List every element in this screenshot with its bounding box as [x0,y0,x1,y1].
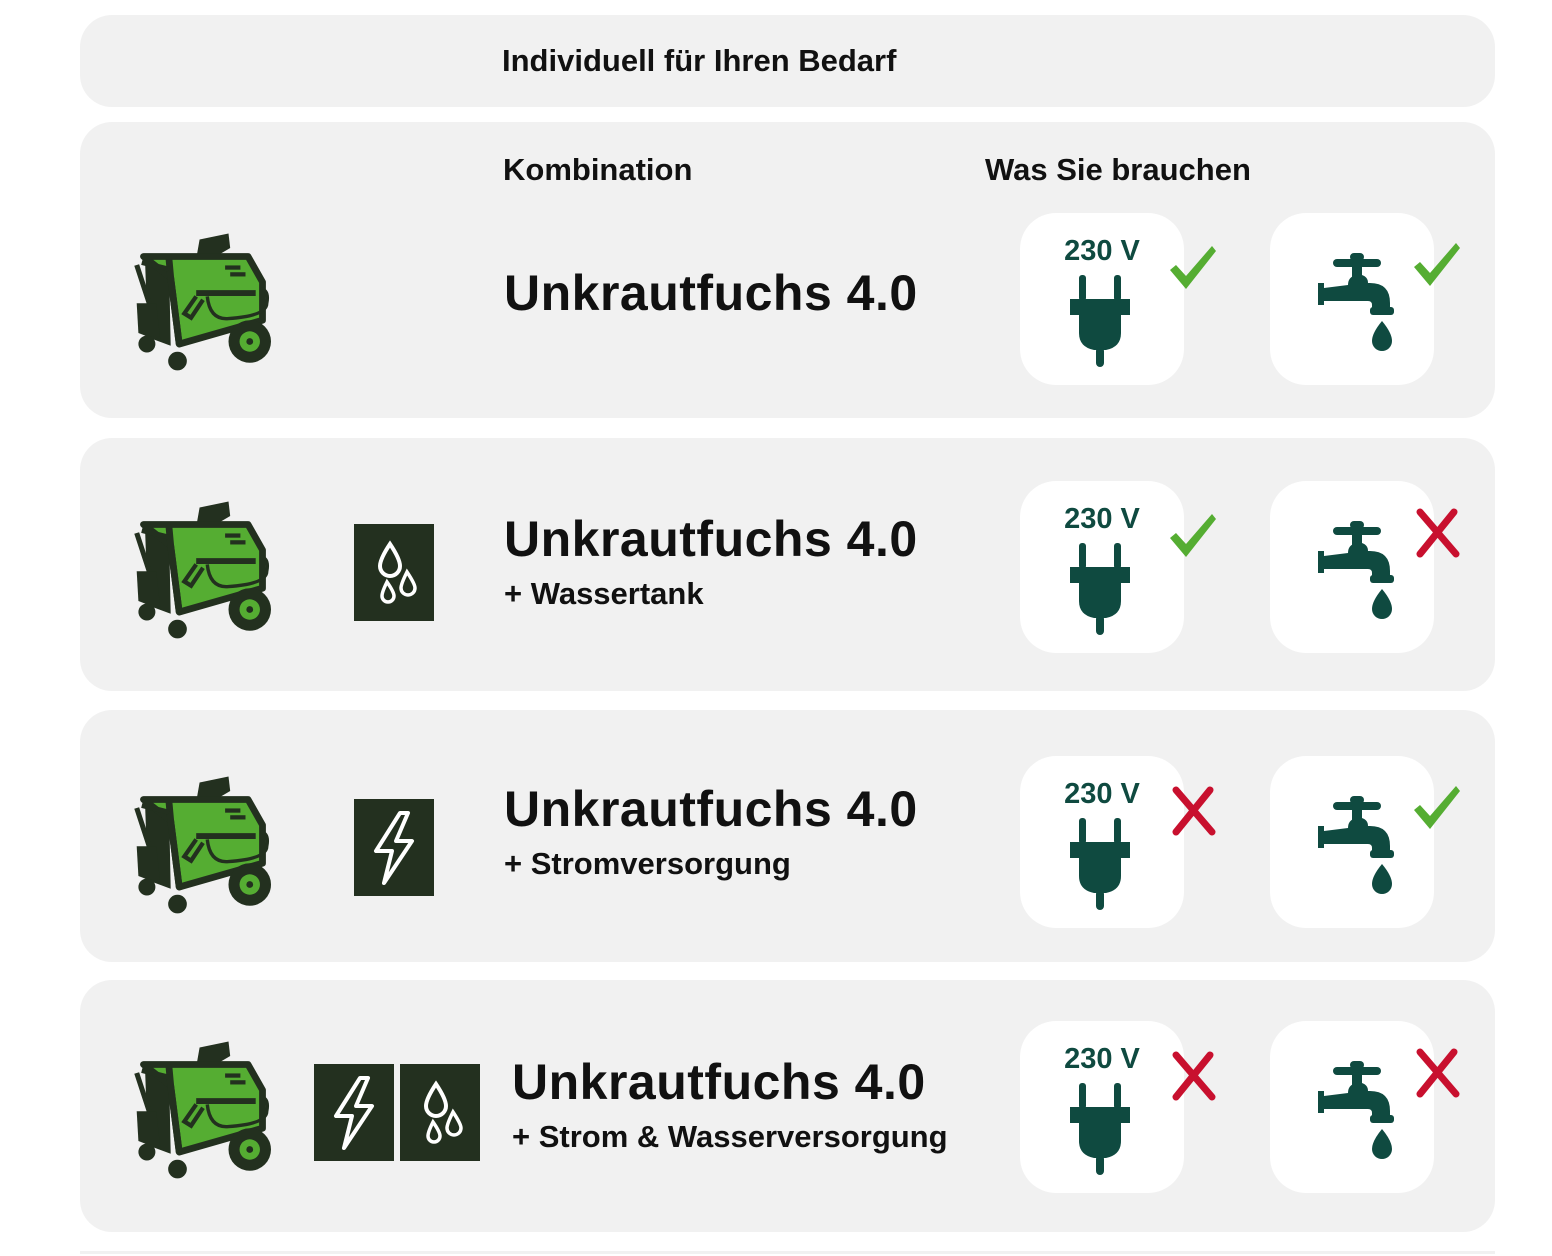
water-requirement-card [1270,756,1434,928]
cross-icon [1168,786,1218,836]
check-icon [1412,240,1462,290]
water-tap-icon [1318,1061,1398,1166]
voltage-label: 230 V [1064,235,1140,267]
water-tap-icon [1318,253,1398,358]
weed-burner-machine-icon [118,761,288,923]
header-title: Individuell für Ihren Bedarf [502,43,897,78]
cross-icon [1412,1048,1462,1098]
weed-burner-machine-icon [118,218,288,380]
divider [80,1251,1495,1254]
cross-icon [1412,508,1462,558]
water-requirement-card [1270,1021,1434,1193]
power-requirement-card: 230 V [1020,756,1184,928]
product-title: Unkrautfuchs 4.0 [504,781,918,837]
column-header-needs: Was Sie brauchen [985,152,1251,187]
plug-icon [1070,543,1130,635]
header-banner: Individuell für Ihren Bedarf [80,15,1495,107]
water-drops-icon [400,1064,480,1161]
water-requirement-card [1270,213,1434,385]
lightning-icon [354,799,434,896]
power-requirement-card: 230 V [1020,213,1184,385]
product-addon: + Stromversorgung [504,846,791,881]
product-addon: + Strom & Wasserversorgung [512,1119,948,1154]
water-tap-icon [1318,521,1398,626]
weed-burner-machine-icon [118,486,288,648]
combination-row: Unkrautfuchs 4.0 + Strom & Wasserversorgu… [80,980,1495,1232]
product-title: Unkrautfuchs 4.0 [512,1054,926,1110]
voltage-label: 230 V [1064,1043,1140,1075]
check-icon [1168,243,1218,293]
plug-icon [1070,818,1130,910]
plug-icon [1070,275,1130,367]
product-title: Unkrautfuchs 4.0 [504,511,918,567]
product-addon: + Wassertank [504,576,704,611]
check-icon [1168,511,1218,561]
product-title: Unkrautfuchs 4.0 [504,265,918,321]
weed-burner-machine-icon [118,1026,288,1188]
combination-row: Unkrautfuchs 4.0 + Stromversorgung 230 V [80,710,1495,962]
check-icon [1412,783,1462,833]
water-tap-icon [1318,796,1398,901]
power-requirement-card: 230 V [1020,481,1184,653]
water-requirement-card [1270,481,1434,653]
cross-icon [1168,1051,1218,1101]
lightning-icon [314,1064,394,1161]
plug-icon [1070,1083,1130,1175]
power-requirement-card: 230 V [1020,1021,1184,1193]
combination-row: Unkrautfuchs 4.0 + Wassertank 230 V [80,438,1495,691]
water-drops-icon [354,524,434,621]
voltage-label: 230 V [1064,778,1140,810]
combination-row: Kombination Was Sie brauchen Unkrautfuchs … [80,122,1495,418]
voltage-label: 230 V [1064,503,1140,535]
column-header-combination: Kombination [503,152,693,187]
